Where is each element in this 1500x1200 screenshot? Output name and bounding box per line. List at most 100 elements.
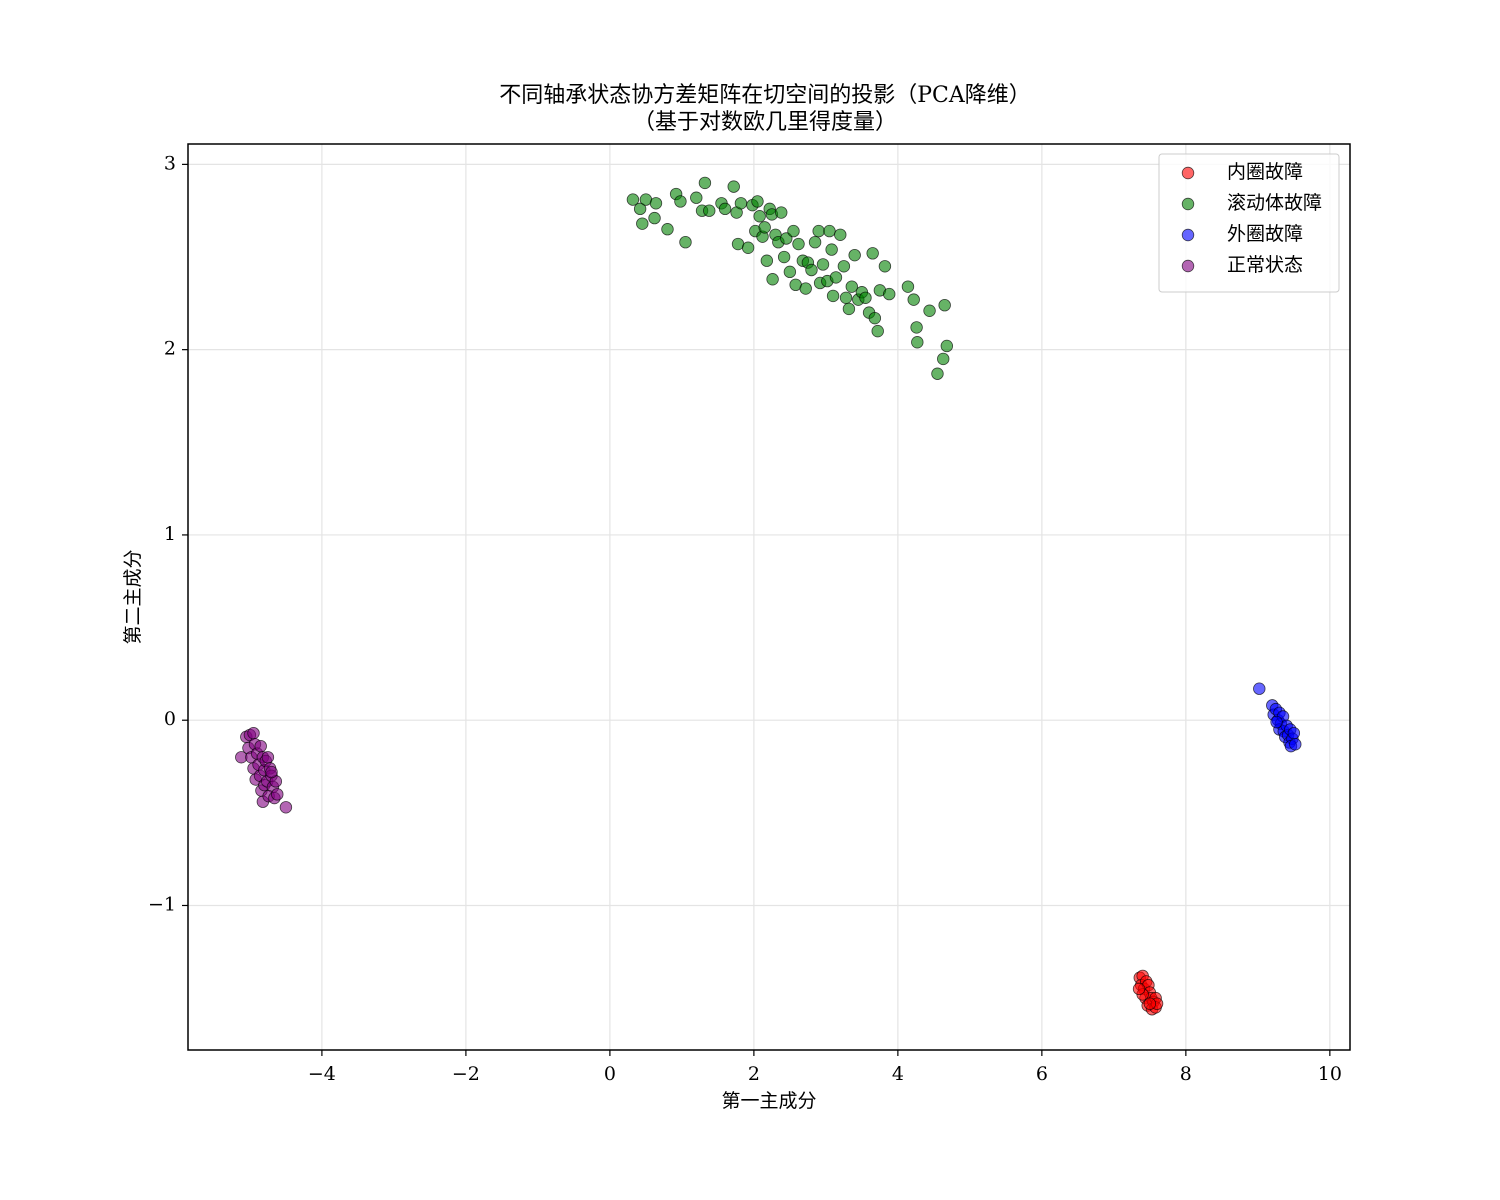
point xyxy=(816,258,830,271)
point xyxy=(780,232,793,245)
point xyxy=(829,271,843,284)
point xyxy=(901,280,915,293)
point xyxy=(760,254,774,267)
point xyxy=(868,311,882,325)
point xyxy=(777,250,791,264)
y-tick-label: 3 xyxy=(164,152,176,174)
x-tick-label: 6 xyxy=(1036,1063,1048,1085)
point xyxy=(910,321,923,334)
point xyxy=(1253,682,1266,695)
series xyxy=(626,176,954,380)
point xyxy=(911,336,924,349)
point xyxy=(834,228,847,241)
point xyxy=(661,223,674,236)
series xyxy=(1132,969,1164,1016)
point xyxy=(703,204,716,217)
chart-subtitle: （基于对数欧几里得度量） xyxy=(633,110,897,135)
chart-title: 不同轴承状态协方差矩阵在切空间的投影（PCA降维） xyxy=(499,83,1031,108)
legend-box xyxy=(1158,153,1340,293)
point xyxy=(812,224,825,238)
point xyxy=(1132,982,1146,996)
y-axis-label: 第二主成分 xyxy=(122,549,144,644)
point xyxy=(1143,997,1157,1010)
point xyxy=(1289,738,1302,751)
point xyxy=(766,273,779,286)
point xyxy=(758,221,771,234)
point xyxy=(839,291,853,304)
point xyxy=(823,224,836,238)
point xyxy=(718,202,732,216)
point xyxy=(878,260,892,273)
point xyxy=(741,241,755,254)
point xyxy=(751,195,764,208)
point xyxy=(805,263,818,277)
point xyxy=(636,217,649,230)
legend-marker xyxy=(1181,228,1195,242)
point xyxy=(883,287,896,301)
x-tick-label: −4 xyxy=(308,1063,336,1085)
point xyxy=(783,265,797,279)
point xyxy=(871,324,884,338)
point xyxy=(845,280,858,293)
point xyxy=(937,352,950,366)
point xyxy=(690,191,703,204)
point xyxy=(931,367,944,380)
point xyxy=(648,211,661,225)
point xyxy=(938,298,951,312)
x-tick-label: 4 xyxy=(892,1063,904,1085)
legend-marker xyxy=(1181,259,1195,273)
legend-marker xyxy=(1181,197,1195,211)
plot-frame xyxy=(187,143,1351,1051)
series xyxy=(1253,682,1302,753)
point xyxy=(940,339,954,353)
x-tick-label: −2 xyxy=(452,1063,480,1085)
x-tick-label: 0 xyxy=(604,1063,616,1085)
point xyxy=(842,302,856,316)
point xyxy=(254,739,267,753)
point xyxy=(848,248,861,262)
point xyxy=(907,293,920,306)
legend-label: 滚动体故障 xyxy=(1227,192,1322,214)
y-tick-label: 1 xyxy=(164,523,176,545)
point xyxy=(1270,715,1283,729)
x-axis-label: 第一主成分 xyxy=(721,1090,816,1112)
point xyxy=(787,224,800,238)
point xyxy=(626,193,640,206)
legend-label: 外圈故障 xyxy=(1227,223,1303,245)
point xyxy=(826,289,840,303)
point xyxy=(753,210,766,223)
point xyxy=(808,235,822,249)
point xyxy=(649,197,663,210)
point xyxy=(866,247,879,260)
point xyxy=(1287,726,1301,740)
x-tick-label: 10 xyxy=(1318,1063,1342,1085)
point xyxy=(734,197,748,210)
point xyxy=(923,304,936,317)
point xyxy=(698,176,712,190)
legend-label: 正常状态 xyxy=(1227,254,1303,276)
point xyxy=(247,726,260,740)
legend-label: 内圈故障 xyxy=(1227,161,1303,183)
legend-marker xyxy=(1181,166,1195,180)
point xyxy=(859,291,872,304)
x-tick-label: 8 xyxy=(1180,1063,1192,1085)
point xyxy=(633,202,647,216)
y-tick-label: 2 xyxy=(164,338,176,360)
y-tick-label: −1 xyxy=(148,893,176,915)
point xyxy=(792,237,805,251)
point xyxy=(265,765,278,779)
point xyxy=(674,195,687,208)
point xyxy=(799,282,812,295)
point xyxy=(279,801,293,814)
point xyxy=(837,260,851,273)
y-tick-label: 0 xyxy=(164,708,176,730)
point xyxy=(679,235,692,249)
point xyxy=(271,788,284,801)
point xyxy=(775,206,788,219)
series xyxy=(235,726,293,814)
x-tick-label: 2 xyxy=(748,1063,760,1085)
point xyxy=(261,751,275,764)
point xyxy=(825,243,838,256)
